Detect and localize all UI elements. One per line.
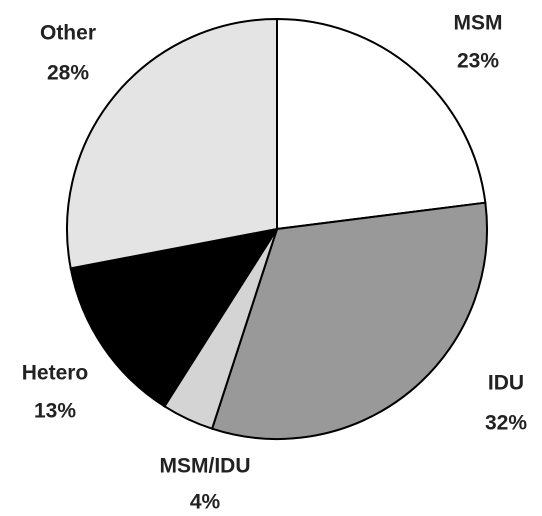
slice-name: MSM/IDU	[160, 455, 251, 478]
slice-name: Hetero	[22, 362, 89, 385]
pie-slice	[66, 17, 278, 270]
pie-slice	[69, 227, 280, 408]
slice-value: 23%	[457, 50, 499, 73]
slice-value: 13%	[34, 400, 76, 423]
slice-value: 28%	[47, 62, 89, 85]
pie-slice	[210, 201, 488, 440]
slice-value: 32%	[485, 412, 527, 435]
slice-value: 4%	[190, 491, 221, 514]
slice-name: IDU	[488, 372, 524, 395]
slice-name: MSM	[454, 12, 503, 35]
pie-slice	[276, 17, 487, 231]
slice-name: Other	[40, 22, 96, 45]
